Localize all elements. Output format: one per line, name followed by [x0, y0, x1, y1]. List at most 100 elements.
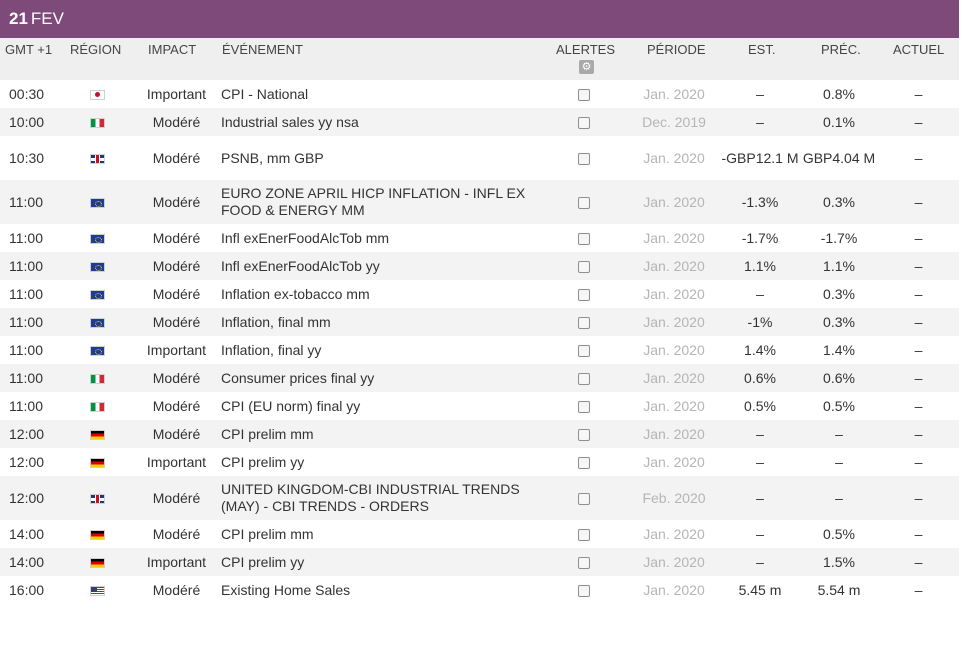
events-table: 00:30 Important CPI - National Jan. 2020 – 0.…	[0, 80, 959, 604]
event-actual: –	[914, 114, 923, 130]
region-cell	[60, 224, 135, 252]
event-actual: –	[914, 230, 923, 246]
region-cell	[60, 180, 135, 224]
event-name[interactable]: UNITED KINGDOM-CBI INDUSTRIAL TRENDS (MA…	[221, 481, 520, 514]
table-row[interactable]: 11:00 Modéré Consumer prices final yy Jan. …	[0, 364, 959, 392]
event-previous: 5.54 m	[817, 581, 861, 598]
event-time: 10:00	[9, 114, 45, 130]
table-row[interactable]: 12:00 Important CPI prelim yy Jan. 2020 – – –	[0, 448, 959, 476]
event-impact: Important	[146, 454, 207, 470]
table-row[interactable]: 12:00 Modéré UNITED KINGDOM-CBI INDUSTRIAL…	[0, 476, 959, 520]
alert-checkbox[interactable]	[578, 197, 590, 210]
alert-cell	[540, 420, 628, 448]
alert-checkbox[interactable]	[578, 493, 590, 506]
table-row[interactable]: 11:00 Important Inflation, final yy Jan. 20…	[0, 336, 959, 364]
table-row[interactable]: 11:00 Modéré EURO ZONE APRIL HICP INFLATIO…	[0, 180, 959, 224]
table-row[interactable]: 10:00 Modéré Industrial sales yy nsa Dec. 2…	[0, 108, 959, 136]
event-estimate: 5.45 m	[738, 581, 782, 598]
alert-checkbox[interactable]	[578, 401, 590, 414]
italy-flag-icon	[90, 374, 105, 385]
event-name[interactable]: Inflation ex-tobacco mm	[221, 285, 370, 302]
event-estimate: –	[756, 453, 764, 470]
eu-flag-icon	[90, 262, 105, 273]
event-impact: Modéré	[152, 398, 201, 414]
event-name[interactable]: EURO ZONE APRIL HICP INFLATION - INFL EX…	[221, 185, 526, 218]
event-actual: –	[914, 286, 923, 302]
event-name[interactable]: Inflation, final yy	[221, 341, 322, 358]
table-row[interactable]: 11:00 Modéré Inflation ex-tobacco mm Jan. 2…	[0, 280, 959, 308]
table-row[interactable]: 11:00 Modéré CPI (EU norm) final yy Jan. 20…	[0, 392, 959, 420]
alert-cell	[540, 336, 628, 364]
event-actual: –	[914, 454, 923, 470]
column-header-prev[interactable]: PRÉC.	[821, 42, 861, 57]
event-impact: Important	[146, 342, 207, 358]
event-name[interactable]: CPI (EU norm) final yy	[221, 397, 361, 414]
region-cell	[60, 392, 135, 420]
region-cell	[60, 364, 135, 392]
column-header-period[interactable]: PÉRIODE	[647, 42, 706, 57]
event-name[interactable]: CPI prelim yy	[221, 553, 305, 570]
event-name[interactable]: CPI - National	[221, 85, 309, 102]
alert-checkbox[interactable]	[578, 373, 590, 386]
event-period: Jan. 2020	[643, 258, 705, 274]
alert-checkbox[interactable]	[578, 289, 590, 302]
event-period: Jan. 2020	[643, 370, 705, 386]
table-row[interactable]: 11:00 Modéré Inflation, final mm Jan. 2020 -…	[0, 308, 959, 336]
table-row[interactable]: 12:00 Modéré CPI prelim mm Jan. 2020 – – –	[0, 420, 959, 448]
event-period: Feb. 2020	[642, 490, 706, 506]
event-impact: Modéré	[152, 370, 201, 386]
alert-checkbox[interactable]	[578, 557, 590, 570]
alert-checkbox[interactable]	[578, 89, 590, 102]
table-row[interactable]: 14:00 Modéré CPI prelim mm Jan. 2020 – 0.5% –	[0, 520, 959, 548]
eu-flag-icon	[90, 234, 105, 245]
table-row[interactable]: 14:00 Important CPI prelim yy Jan. 2020 – 1.5…	[0, 548, 959, 576]
event-name[interactable]: CPI prelim mm	[221, 525, 314, 542]
alert-checkbox[interactable]	[578, 429, 590, 442]
event-actual: –	[914, 194, 923, 210]
event-name[interactable]: CPI prelim yy	[221, 453, 305, 470]
event-time: 11:00	[9, 286, 43, 302]
event-name[interactable]: Inflation, final mm	[221, 313, 331, 330]
us-flag-icon	[90, 586, 105, 597]
alert-checkbox[interactable]	[578, 117, 590, 130]
event-impact: Important	[146, 554, 207, 570]
column-header-alerts[interactable]: ALERTES	[556, 42, 616, 57]
event-name[interactable]: Infl exEnerFoodAlcTob mm	[221, 229, 390, 246]
event-name[interactable]: Industrial sales yy nsa	[221, 113, 359, 130]
event-name[interactable]: Existing Home Sales	[221, 581, 351, 598]
event-actual: –	[914, 342, 923, 358]
table-row[interactable]: 11:00 Modéré Infl exEnerFoodAlcTob yy Jan. …	[0, 252, 959, 280]
alert-checkbox[interactable]	[578, 529, 590, 542]
event-name[interactable]: Infl exEnerFoodAlcTob yy	[221, 257, 380, 274]
table-row[interactable]: 11:00 Modéré Infl exEnerFoodAlcTob mm Jan. …	[0, 224, 959, 252]
event-time: 12:00	[9, 454, 45, 470]
event-name[interactable]: CPI prelim mm	[221, 425, 314, 442]
eu-flag-icon	[90, 198, 105, 209]
gear-icon[interactable]: ⚙	[579, 60, 594, 74]
alert-checkbox[interactable]	[578, 233, 590, 246]
table-row[interactable]: 00:30 Important CPI - National Jan. 2020 – 0.…	[0, 80, 959, 108]
column-header-event[interactable]: ÉVÉNEMENT	[222, 42, 303, 57]
alert-checkbox[interactable]	[578, 457, 590, 470]
column-header-actual[interactable]: ACTUEL	[893, 42, 945, 57]
alert-checkbox[interactable]	[578, 345, 590, 358]
alert-checkbox[interactable]	[578, 153, 590, 166]
alert-cell	[540, 308, 628, 336]
column-header-gmt[interactable]: GMT +1	[5, 42, 53, 57]
event-name[interactable]: PSNB, mm GBP	[221, 149, 324, 166]
column-header-impact[interactable]: IMPACT	[148, 42, 197, 57]
alert-checkbox[interactable]	[578, 585, 590, 598]
alert-checkbox[interactable]	[578, 317, 590, 330]
event-estimate: –	[756, 85, 764, 102]
event-name[interactable]: Consumer prices final yy	[221, 369, 375, 386]
alert-checkbox[interactable]	[578, 261, 590, 274]
column-header-region[interactable]: RÉGION	[70, 42, 122, 57]
event-impact: Important	[146, 86, 207, 102]
event-time: 12:00	[9, 426, 45, 442]
region-cell	[60, 336, 135, 364]
region-cell	[60, 476, 135, 520]
table-row[interactable]: 16:00 Modéré Existing Home Sales Jan. 2020 5…	[0, 576, 959, 604]
column-header-est[interactable]: EST.	[748, 42, 776, 57]
table-row[interactable]: 10:30 Modéré PSNB, mm GBP Jan. 2020 -GBP12.1…	[0, 136, 959, 180]
event-estimate: 0.6%	[744, 369, 776, 386]
